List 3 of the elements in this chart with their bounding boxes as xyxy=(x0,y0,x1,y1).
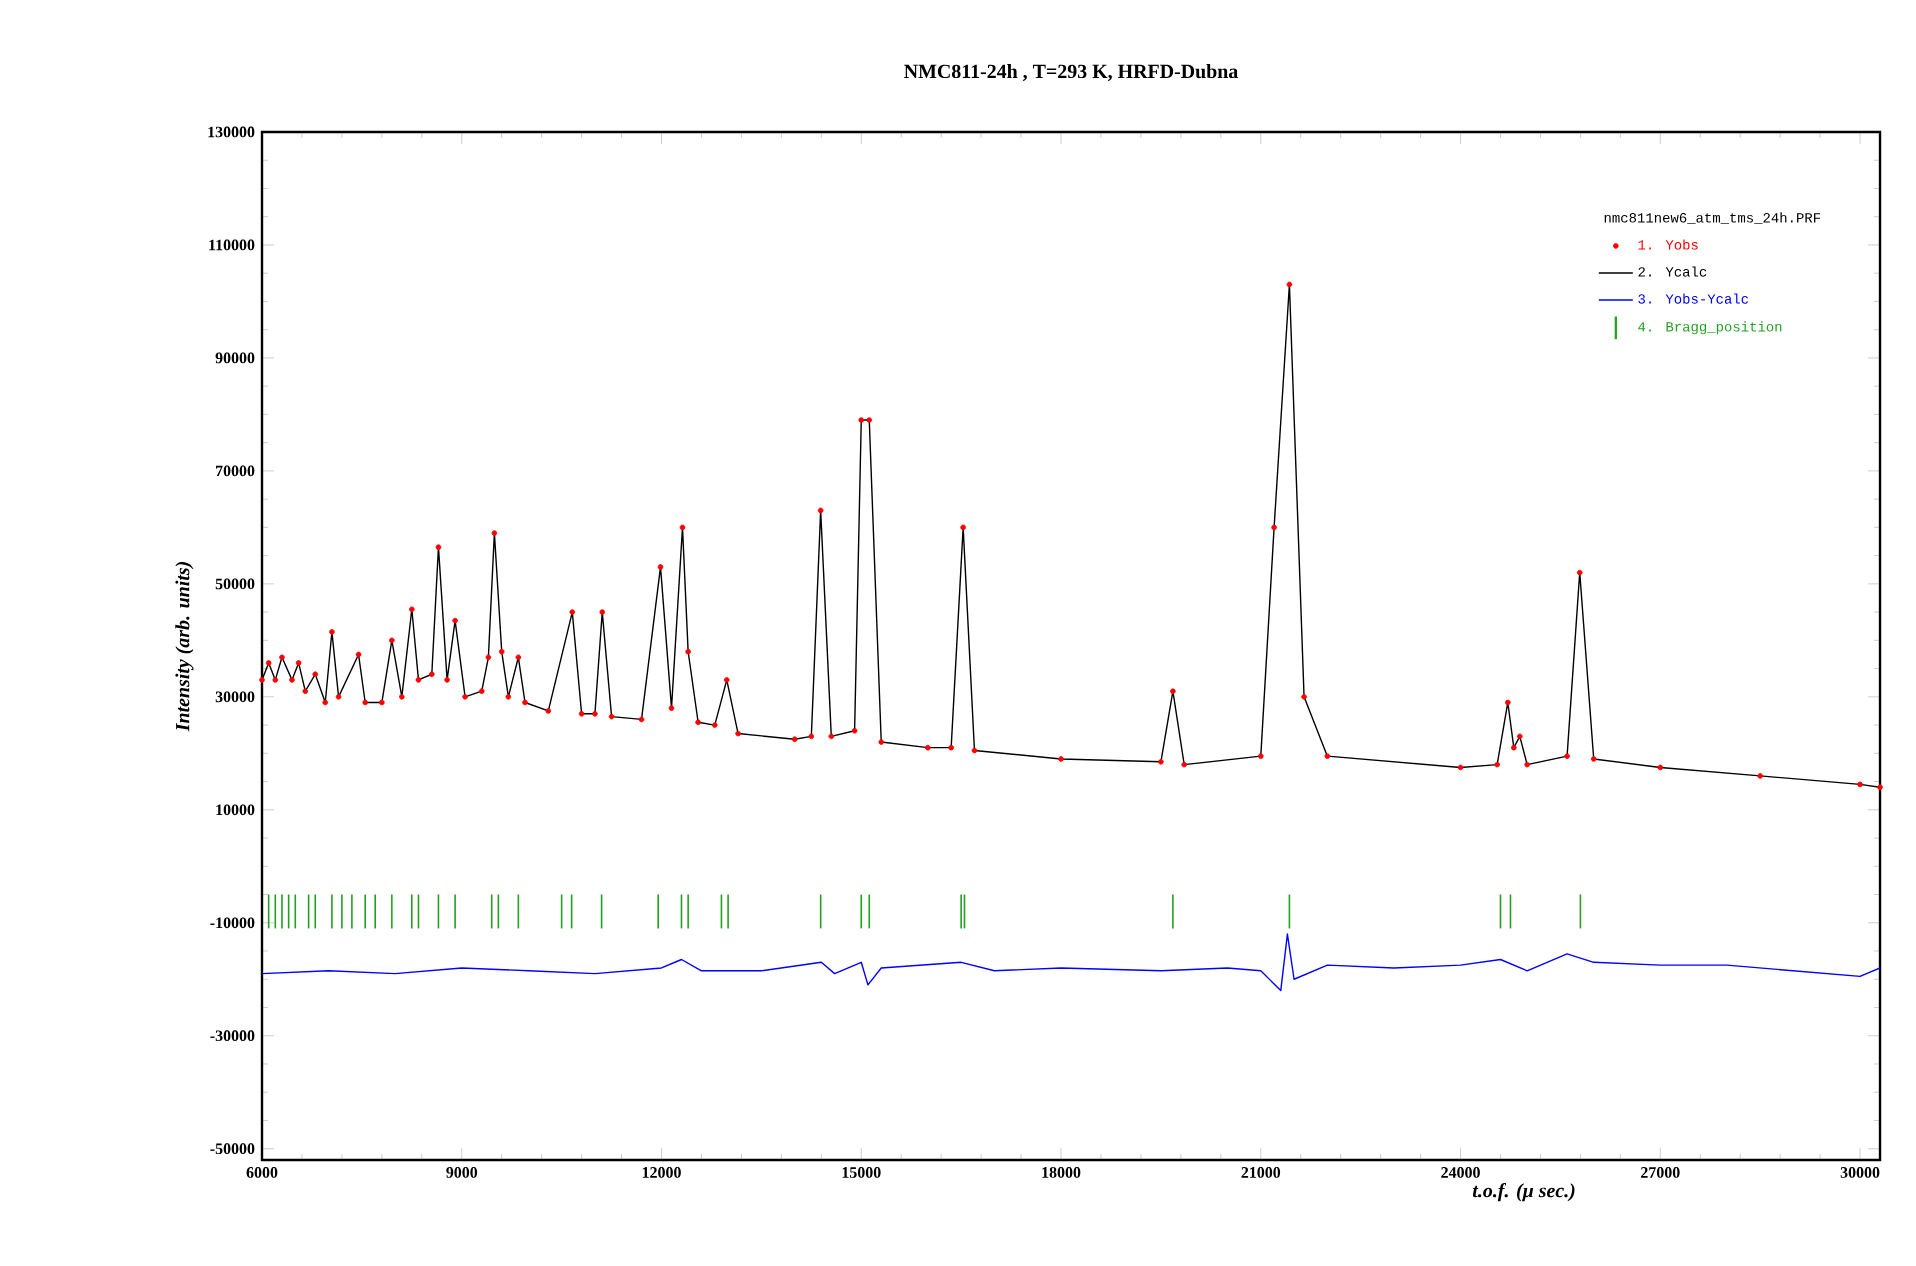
x-axis-title: t.o.f. (μ sec.) xyxy=(1472,1183,1575,1202)
chart-title: NMC811-24h , T=293 K, HRFD-Dubna xyxy=(904,64,1238,81)
y-axis-title: Intensity (arb. units) xyxy=(175,562,194,732)
